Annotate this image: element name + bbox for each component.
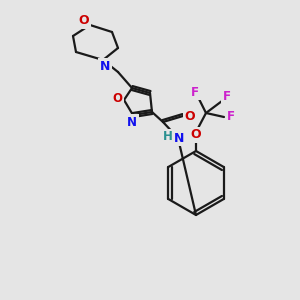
Text: N: N xyxy=(174,131,184,145)
Text: O: O xyxy=(79,14,89,28)
Text: F: F xyxy=(191,85,199,98)
Text: O: O xyxy=(112,92,122,106)
Text: F: F xyxy=(223,89,231,103)
Text: O: O xyxy=(185,110,195,122)
Text: N: N xyxy=(127,116,137,128)
Text: H: H xyxy=(163,130,173,143)
Text: F: F xyxy=(227,110,235,124)
Text: N: N xyxy=(100,59,110,73)
Text: O: O xyxy=(191,128,201,142)
